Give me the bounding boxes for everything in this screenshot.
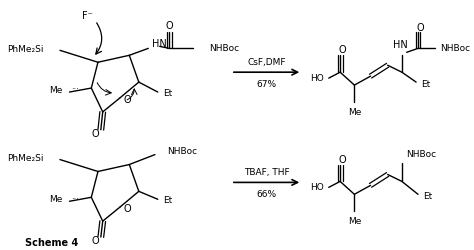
Text: NHBoc: NHBoc	[440, 44, 470, 53]
Text: CsF,DMF: CsF,DMF	[247, 58, 286, 67]
Text: NHBoc: NHBoc	[209, 44, 239, 53]
Text: O: O	[91, 129, 99, 139]
Text: O: O	[124, 95, 131, 105]
Text: O: O	[165, 20, 173, 30]
Text: Me: Me	[348, 108, 361, 117]
Text: HO: HO	[310, 74, 324, 83]
Text: HN: HN	[152, 40, 167, 50]
Text: Et: Et	[423, 192, 432, 201]
Text: 67%: 67%	[256, 80, 277, 88]
Text: PhMe₂Si: PhMe₂Si	[7, 154, 44, 163]
Text: HO: HO	[310, 183, 324, 192]
Text: O: O	[91, 236, 99, 246]
Text: NHBoc: NHBoc	[167, 147, 197, 156]
Text: F⁻: F⁻	[82, 10, 92, 20]
Text: Et: Et	[421, 80, 430, 88]
Text: Scheme 4: Scheme 4	[25, 238, 78, 248]
Text: 66%: 66%	[256, 190, 277, 199]
Text: HN: HN	[392, 40, 407, 50]
Text: O: O	[416, 22, 424, 32]
Text: NHBoc: NHBoc	[407, 150, 437, 158]
Text: Et: Et	[164, 196, 173, 205]
Text: Me: Me	[49, 86, 63, 94]
Text: O: O	[124, 204, 131, 214]
Text: ···: ···	[72, 195, 79, 204]
Text: Me: Me	[49, 195, 63, 204]
Text: PhMe₂Si: PhMe₂Si	[7, 45, 44, 54]
Text: O: O	[338, 45, 346, 55]
Text: ···: ···	[72, 86, 79, 94]
Text: O: O	[338, 154, 346, 164]
Text: Et: Et	[164, 88, 173, 98]
Text: TBAF, THF: TBAF, THF	[244, 168, 289, 177]
Text: Me: Me	[348, 217, 361, 226]
